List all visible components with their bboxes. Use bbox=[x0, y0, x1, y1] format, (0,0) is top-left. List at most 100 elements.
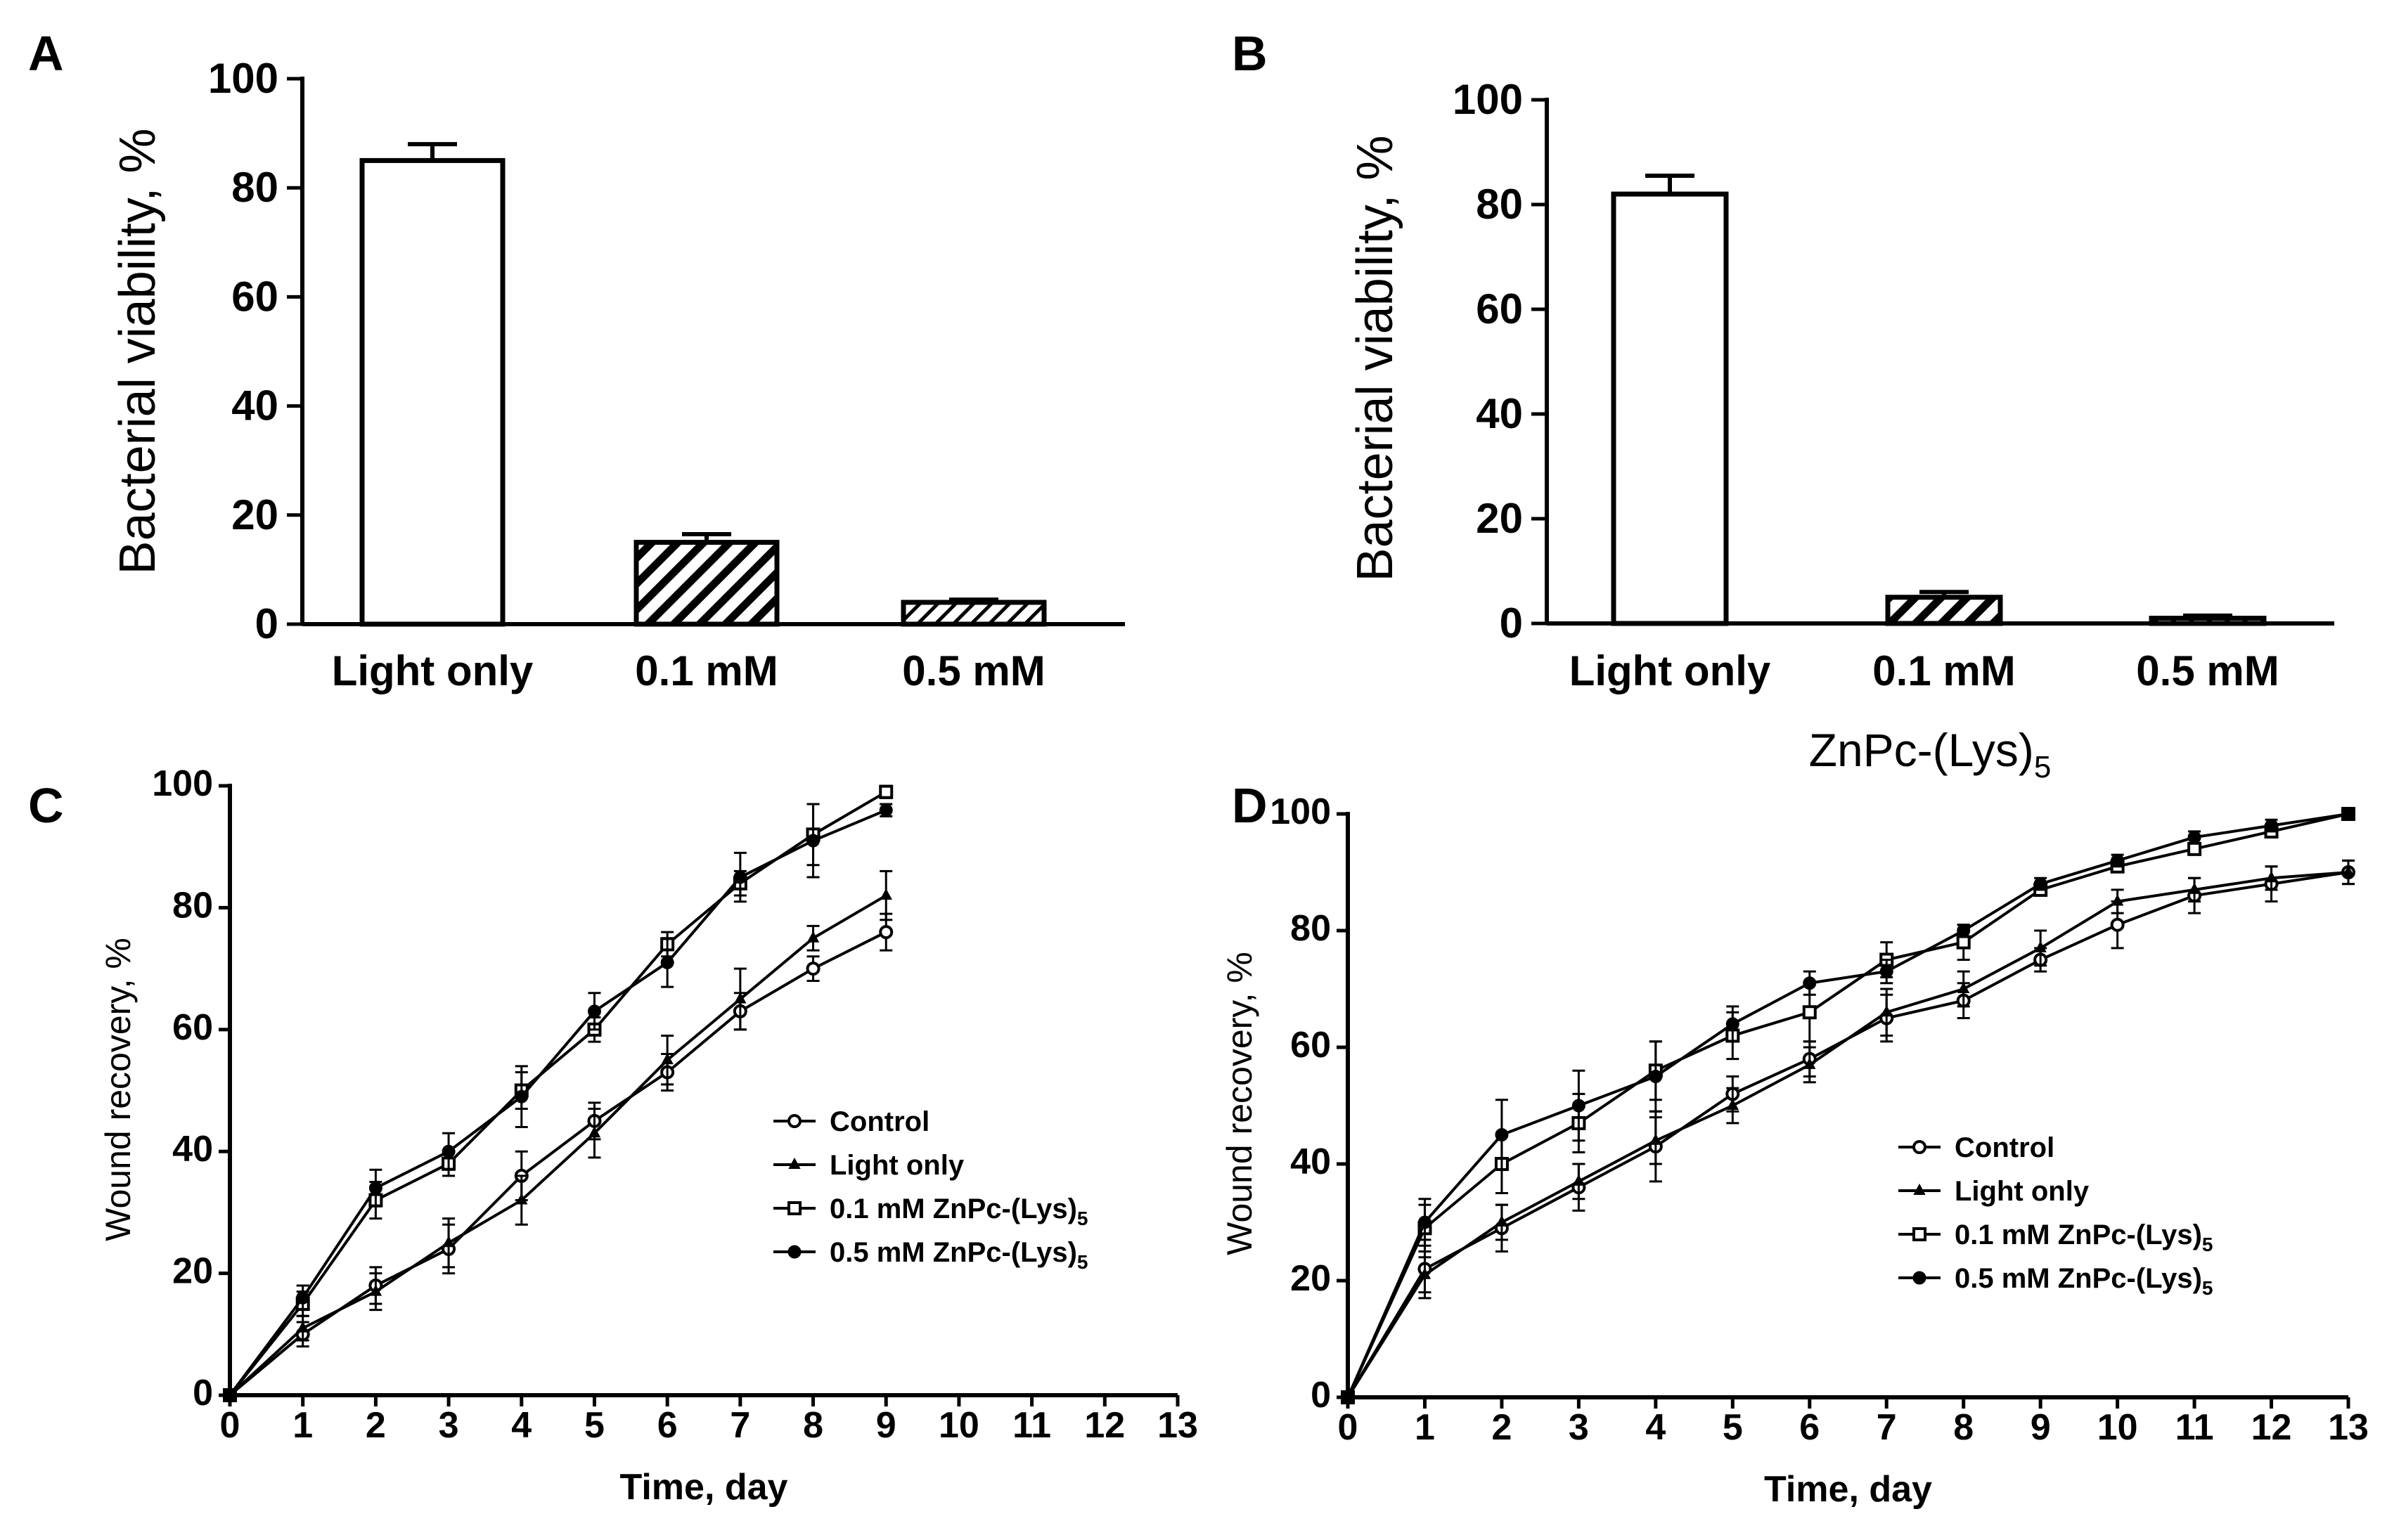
series-line bbox=[229, 808, 887, 1397]
series-line bbox=[1346, 871, 2349, 1399]
y-tick-label: 20 bbox=[231, 491, 278, 538]
series-open-circle bbox=[223, 912, 894, 1402]
y-tick-label: 20 bbox=[1476, 495, 1523, 542]
legend-label-main: 0.5 mM ZnPc-(Lys) bbox=[830, 1237, 1077, 1268]
legend-marker bbox=[1913, 1183, 1926, 1195]
series-open-square bbox=[223, 784, 894, 1402]
x-tick-label: 6 bbox=[657, 1405, 678, 1446]
panel-letter: C bbox=[28, 778, 64, 833]
legend-label-subscript: 5 bbox=[1077, 1251, 1088, 1273]
y-tick-label: 60 bbox=[172, 1007, 213, 1048]
x-category-label: Light only bbox=[332, 647, 534, 694]
legend-label: Control bbox=[830, 1106, 929, 1137]
y-tick-label: 60 bbox=[231, 273, 278, 320]
y-tick-label: 80 bbox=[1290, 908, 1331, 949]
legend-label-main: 0.1 mM ZnPc-(Lys) bbox=[830, 1193, 1077, 1224]
panel-letter: D bbox=[1232, 778, 1268, 833]
legend-label: 0.1 mM ZnPc-(Lys)5 bbox=[830, 1193, 1088, 1229]
series-line bbox=[1346, 813, 2349, 1398]
data-point bbox=[1726, 1098, 1739, 1110]
data-point bbox=[1880, 1005, 1893, 1017]
y-tick-label: 100 bbox=[208, 55, 278, 102]
x-tick-label: 2 bbox=[366, 1405, 386, 1446]
series-triangle bbox=[1342, 859, 2355, 1402]
bar-3 bbox=[901, 600, 1047, 627]
series-filled-circle bbox=[223, 803, 893, 1402]
panel-a: A Bacterial viability, % 0 20 40 60 80 100 Light… bbox=[28, 26, 1125, 694]
data-point bbox=[369, 1284, 382, 1296]
x-tick-label: 12 bbox=[1084, 1405, 1125, 1446]
legend-marker bbox=[787, 1114, 802, 1128]
legend-label-main: Light only bbox=[830, 1150, 965, 1181]
panel-letter: B bbox=[1232, 26, 1268, 81]
x-axis-label: Time, day bbox=[620, 1467, 788, 1508]
x-tick-label: 6 bbox=[1799, 1407, 1820, 1448]
legend-label-main: 0.1 mM ZnPc-(Lys) bbox=[1955, 1219, 2202, 1250]
data-point bbox=[515, 1089, 529, 1104]
data-point bbox=[1957, 981, 1970, 993]
x-tick-label: 2 bbox=[1491, 1407, 1512, 1448]
bar-1 bbox=[1611, 191, 1729, 626]
data-point bbox=[1495, 1128, 1509, 1141]
data-point bbox=[806, 962, 821, 976]
y-tick-label: 100 bbox=[1453, 76, 1523, 123]
data-point bbox=[734, 992, 747, 1004]
x-tick-label: 7 bbox=[1877, 1407, 1897, 1448]
data-point bbox=[2034, 940, 2047, 952]
x-tick-label: 0 bbox=[1338, 1407, 1358, 1448]
x-tick-label: 11 bbox=[2175, 1407, 2214, 1448]
x-axis-label-subscript: 5 bbox=[2034, 750, 2051, 784]
series-open-square bbox=[1341, 807, 2355, 1404]
data-point bbox=[879, 925, 894, 940]
bar-2 bbox=[633, 540, 780, 627]
x-tick-label: 9 bbox=[2031, 1407, 2051, 1448]
y-tick-label: 60 bbox=[1290, 1025, 1331, 1066]
x-tick-label: 9 bbox=[876, 1405, 896, 1446]
data-point bbox=[1417, 1215, 1431, 1229]
data-point bbox=[1802, 1005, 1817, 1020]
x-tick-label: 10 bbox=[2097, 1407, 2138, 1448]
data-point bbox=[223, 1388, 237, 1402]
data-point bbox=[442, 1236, 455, 1248]
y-tick-label: 40 bbox=[1476, 390, 1523, 437]
x-tick-label: 11 bbox=[1012, 1405, 1051, 1446]
data-point bbox=[587, 1004, 601, 1018]
y-axis-label: Bacterial viability, % bbox=[110, 129, 166, 575]
data-point bbox=[1957, 924, 1971, 938]
legend-marker bbox=[787, 1245, 802, 1259]
x-category-label: Light only bbox=[1569, 647, 1771, 694]
legend-marker bbox=[1912, 1140, 1926, 1154]
legend-label-main: Light only bbox=[1955, 1176, 2090, 1207]
data-point bbox=[2110, 917, 2125, 932]
data-point bbox=[879, 803, 893, 817]
legend-label: Control bbox=[1955, 1132, 2054, 1163]
data-point bbox=[661, 1053, 674, 1065]
y-tick-label: 20 bbox=[1290, 1258, 1331, 1299]
data-point bbox=[515, 1193, 528, 1205]
data-point bbox=[880, 888, 892, 900]
data-point bbox=[1572, 1174, 1585, 1186]
y-tick-label: 100 bbox=[1270, 791, 1331, 832]
y-tick-label: 80 bbox=[1476, 181, 1523, 228]
legend-label: Light only bbox=[830, 1150, 965, 1181]
x-tick-label: 7 bbox=[730, 1405, 750, 1446]
data-point bbox=[1649, 1133, 1662, 1145]
y-tick-label: 80 bbox=[172, 885, 213, 926]
y-tick-label: 0 bbox=[1311, 1375, 1331, 1416]
series-filled-circle bbox=[1341, 807, 2355, 1404]
data-point bbox=[2033, 877, 2047, 891]
x-tick-label: 1 bbox=[1415, 1407, 1435, 1448]
y-tick-label: 40 bbox=[231, 382, 278, 429]
data-point bbox=[1879, 964, 1893, 978]
x-category-label: 0.1 mM bbox=[1872, 647, 2015, 694]
data-point bbox=[660, 955, 674, 969]
y-tick-label: 0 bbox=[193, 1373, 213, 1413]
x-tick-label: 13 bbox=[1157, 1405, 1198, 1446]
x-axis-label: Time, day bbox=[1764, 1469, 1932, 1510]
data-point bbox=[1418, 1267, 1431, 1279]
data-point bbox=[2111, 853, 2125, 867]
bar-1 bbox=[359, 157, 506, 627]
